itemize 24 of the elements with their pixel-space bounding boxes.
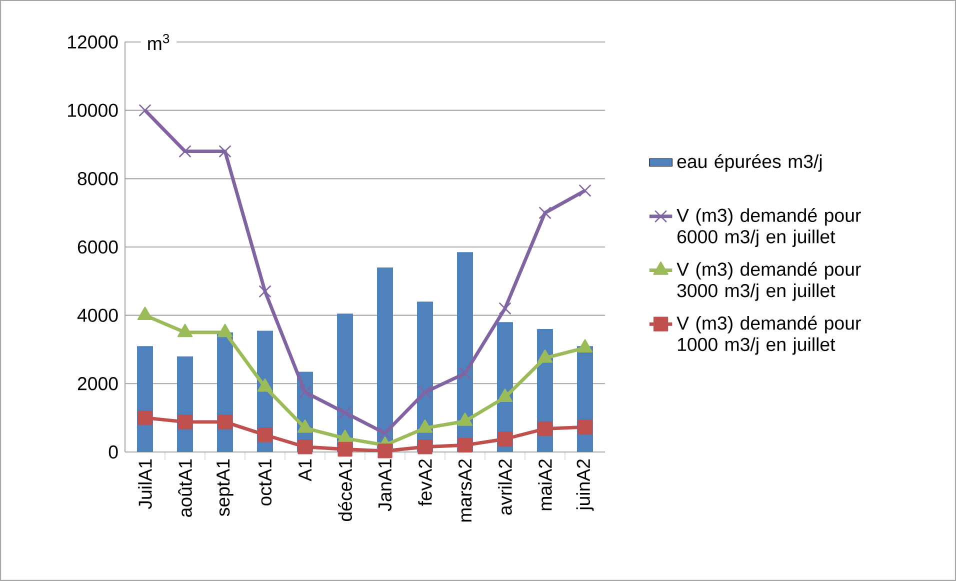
x-tick-label: déceA1	[338, 459, 352, 522]
legend-label: V (m3) demandé pour 3000 m3/j en juillet	[676, 262, 861, 301]
legend-label: V (m3) demandé pour 1000 m3/j en juillet	[676, 316, 861, 355]
x-tick-label: marsA2	[458, 459, 472, 522]
y-tick-label: 0	[108, 445, 118, 459]
y-tick-label: 8000	[78, 172, 118, 186]
x-tick-label: juinA2	[576, 459, 594, 511]
x-tick-label: octA1	[258, 459, 272, 506]
x-tick-label: JuilA1	[138, 459, 152, 510]
y-tick-label: 2000	[78, 377, 118, 390]
y-tick-label: 4000	[77, 308, 118, 322]
x-tick-label: septA1	[216, 459, 234, 516]
y-tick-label: 6000	[78, 240, 118, 254]
legend-label: eau épurées m3/j	[677, 154, 822, 172]
legend-label: V (m3) demandé pour 6000 m3/j en juillet	[676, 208, 861, 248]
y-tick-label: 10000	[68, 104, 118, 117]
x-tick-label: A1	[298, 459, 312, 482]
x-tick-label: fevA2	[418, 459, 432, 506]
x-tick-label: aoûtA1	[178, 459, 192, 517]
y-tick-label: 12000	[68, 35, 118, 49]
y-axis-title: m$^{3}$	[148, 34, 170, 50]
x-tick-label: JanA1	[378, 459, 392, 512]
x-tick-label: avrilA2	[498, 459, 512, 515]
x-tick-label: maiA2	[538, 459, 552, 510]
